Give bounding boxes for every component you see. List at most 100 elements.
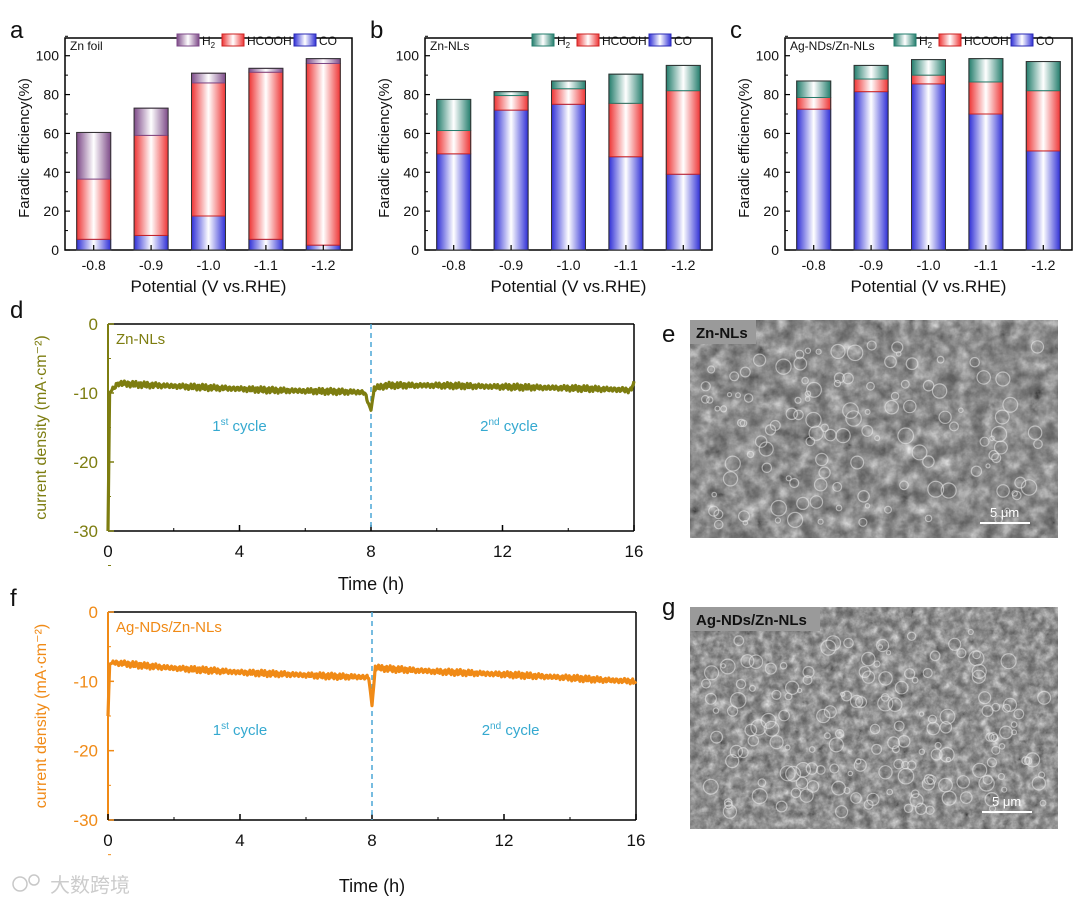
cycle-2-label-number: 2 bbox=[480, 418, 488, 435]
crystal-grain bbox=[934, 741, 942, 750]
crystal-grain bbox=[863, 799, 874, 810]
crystal-grain bbox=[883, 505, 892, 514]
x-tick-label: 0 bbox=[103, 831, 112, 850]
crystal-grain bbox=[805, 381, 822, 398]
crystal-grain bbox=[850, 792, 862, 804]
bar-co bbox=[1025, 150, 1061, 251]
crystal-grain bbox=[746, 450, 755, 459]
crystal-grain bbox=[938, 410, 952, 424]
crystal-grain bbox=[988, 449, 999, 461]
crystal-grain bbox=[771, 689, 782, 701]
crystal-grain bbox=[828, 737, 844, 753]
legend-title: Ag-NDs/Zn-NLs bbox=[790, 39, 875, 53]
crystal-grain bbox=[890, 391, 900, 401]
panel-label: c bbox=[730, 17, 742, 44]
crystal-grain bbox=[843, 786, 851, 795]
legend-title: Ag-NDs/Zn-NLs bbox=[116, 619, 222, 636]
x-axis-title: Time (h) bbox=[338, 574, 404, 594]
bar-co bbox=[796, 108, 832, 251]
crystal-grain bbox=[1013, 708, 1025, 720]
crystal-grain bbox=[720, 663, 727, 669]
crystal-grain bbox=[922, 379, 935, 392]
crystal-grain bbox=[997, 772, 1006, 781]
crystal-grain bbox=[1039, 799, 1047, 807]
crystal-grain bbox=[748, 654, 764, 669]
crystal-grain bbox=[990, 733, 999, 742]
crystal-grain bbox=[1020, 479, 1038, 496]
crystal-grain bbox=[927, 714, 938, 724]
sem-tag-g: Ag-NDs/Zn-NLs bbox=[696, 612, 807, 629]
cycle-2-label-number: 2 bbox=[482, 722, 490, 739]
crystal-grain bbox=[775, 358, 792, 375]
legend-label-hcooh: HCOOH bbox=[247, 34, 292, 48]
watermark: 大数跨境 bbox=[12, 874, 130, 897]
crystal-grain bbox=[713, 519, 724, 530]
crystal-grain bbox=[794, 349, 805, 360]
crystal-grain bbox=[784, 744, 791, 751]
crystal-grain bbox=[926, 721, 941, 736]
x-tick-label: -0.8 bbox=[442, 257, 466, 273]
y-tick-label: 60 bbox=[763, 125, 779, 141]
crystal-grain bbox=[1001, 786, 1008, 793]
crystal-grain bbox=[986, 757, 998, 768]
crystal-grain bbox=[1014, 476, 1027, 489]
x-tick-label: -0.8 bbox=[82, 257, 106, 273]
bar-h2 bbox=[796, 80, 832, 98]
bar-h2 bbox=[1025, 61, 1061, 92]
x-tick-label: 8 bbox=[366, 542, 375, 561]
crystal-grain bbox=[936, 355, 945, 364]
crystal-grain bbox=[752, 353, 767, 367]
y-tick-label: 0 bbox=[51, 242, 59, 258]
x-tick-label: 12 bbox=[495, 831, 514, 850]
crystal-grain bbox=[785, 765, 802, 782]
bar-hcooh bbox=[665, 90, 701, 175]
crystal-grain bbox=[1010, 721, 1018, 728]
crystal-grain bbox=[831, 780, 846, 796]
crystal-grain bbox=[906, 631, 917, 641]
legend-title: Zn-NLs bbox=[116, 331, 165, 348]
crystal-grain bbox=[834, 805, 849, 819]
crystal-grain bbox=[845, 410, 862, 427]
bar-hcooh bbox=[191, 82, 226, 217]
y-tick-label: 100 bbox=[756, 48, 780, 64]
crystal-grain bbox=[998, 742, 1006, 750]
bar-co bbox=[968, 113, 1004, 251]
crystal-grain bbox=[758, 441, 774, 457]
bar-h2 bbox=[968, 58, 1004, 83]
y-tick-label: 20 bbox=[43, 203, 59, 219]
crystal-grain bbox=[729, 371, 740, 382]
crystal-grain bbox=[897, 767, 915, 785]
crystal-grain bbox=[818, 466, 831, 479]
crystal-grain bbox=[956, 647, 967, 659]
crystal-grain bbox=[900, 379, 910, 389]
bar-hcooh bbox=[248, 71, 284, 240]
x-tick-label: 16 bbox=[625, 542, 644, 561]
crystal-grain bbox=[922, 667, 933, 679]
crystal-grain bbox=[793, 409, 804, 421]
crystal-grain bbox=[754, 435, 768, 448]
bar-hcooh bbox=[305, 62, 341, 246]
legend-title: Zn foil bbox=[70, 39, 103, 53]
crystal-grain bbox=[945, 756, 952, 763]
crystal-grain bbox=[886, 788, 894, 796]
y-axis-title: current density (mA·cm⁻²) bbox=[33, 335, 50, 519]
crystal-grain bbox=[742, 519, 749, 526]
cycle-1-label: 1st cycle bbox=[213, 721, 267, 739]
crystal-grain bbox=[726, 392, 733, 398]
crystal-grain bbox=[702, 778, 719, 795]
legend-label-hcooh: HCOOH bbox=[602, 34, 647, 48]
crystal-grain bbox=[922, 455, 935, 468]
crystal-grain bbox=[1031, 776, 1047, 791]
crystal-grain bbox=[761, 462, 773, 474]
sem-grains-e bbox=[700, 340, 1045, 530]
sem-panel-g: Ag-NDs/Zn-NLs 5 μm bbox=[690, 607, 1058, 829]
bar-h2 bbox=[608, 73, 644, 104]
y-axis-title: Faradic efficiency(%) bbox=[736, 78, 753, 218]
crystal-grain bbox=[785, 475, 792, 482]
y-tick-label: 0 bbox=[89, 603, 98, 622]
x-tick-label: 4 bbox=[235, 831, 244, 850]
bar-h2 bbox=[305, 58, 341, 64]
crystal-grain bbox=[843, 637, 854, 649]
crystal-grain bbox=[887, 736, 901, 750]
